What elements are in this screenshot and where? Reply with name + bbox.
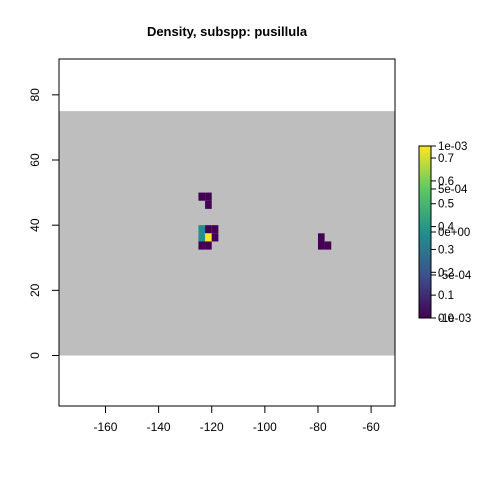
y-tick-label: 60 bbox=[28, 153, 42, 167]
density-cell bbox=[205, 233, 212, 242]
density-cell bbox=[211, 233, 219, 242]
colorbar-tick-label: 0.7 bbox=[438, 153, 454, 165]
colorbar-tick-label: 0e+00 bbox=[438, 227, 470, 239]
colorbar-ramp bbox=[418, 145, 432, 319]
density-cell bbox=[198, 225, 206, 234]
x-tick-label: -160 bbox=[93, 420, 117, 434]
density-cell bbox=[205, 241, 212, 250]
colorbar-tick-label: 0.6 bbox=[438, 176, 454, 188]
density-cell bbox=[198, 233, 206, 242]
colorbar-tick-label: 0.5 bbox=[438, 199, 454, 211]
density-cell bbox=[324, 241, 332, 250]
x-tick-label: -80 bbox=[309, 420, 327, 434]
colorbar-legend: 0.0 0.1 0.2 0.3 0.4 0.5 0.6 0.7 -1e-03 -5e-04 0e+0… bbox=[418, 141, 472, 325]
y-tick-label: 20 bbox=[28, 283, 42, 297]
density-cell bbox=[317, 233, 325, 242]
x-tick-label: -60 bbox=[362, 420, 380, 434]
plot-background bbox=[59, 111, 395, 356]
y-tick-label: 40 bbox=[28, 218, 42, 232]
colorbar-tick-label: -1e-03 bbox=[438, 313, 471, 325]
y-tick-label: 0 bbox=[28, 352, 42, 359]
density-cell bbox=[211, 225, 219, 234]
colorbar-tick-label: 5e-04 bbox=[438, 184, 468, 196]
colorbar-tick-label: 0.4 bbox=[438, 222, 455, 234]
colorbar-tick-label: 1e-03 bbox=[438, 141, 467, 153]
density-cell bbox=[198, 192, 206, 201]
x-axis: -160 -140 -120 -100 -80 -60 bbox=[93, 405, 380, 434]
y-tick-label: 80 bbox=[28, 88, 42, 102]
colorbar-tick-label: 0.3 bbox=[438, 244, 454, 256]
colorbar-tick-label: 0.2 bbox=[438, 267, 454, 279]
density-cell bbox=[205, 225, 212, 234]
density-cells bbox=[198, 192, 332, 250]
x-tick-label: -120 bbox=[200, 420, 224, 434]
x-tick-label: -140 bbox=[147, 420, 171, 434]
chart-title: Density, subspp: pusillula bbox=[147, 24, 308, 39]
colorbar-tick-label: -5e-04 bbox=[438, 270, 472, 282]
colorbar-tick-label: 0.1 bbox=[438, 290, 454, 302]
x-tick-label: -100 bbox=[253, 420, 277, 434]
y-axis: 0 20 40 60 80 bbox=[28, 88, 60, 359]
colorbar-tick-label: 0.0 bbox=[438, 313, 454, 325]
density-cell bbox=[205, 192, 212, 201]
density-cell bbox=[198, 241, 206, 250]
density-cell bbox=[205, 200, 212, 209]
land-band bbox=[59, 111, 395, 356]
density-cell bbox=[317, 241, 325, 250]
